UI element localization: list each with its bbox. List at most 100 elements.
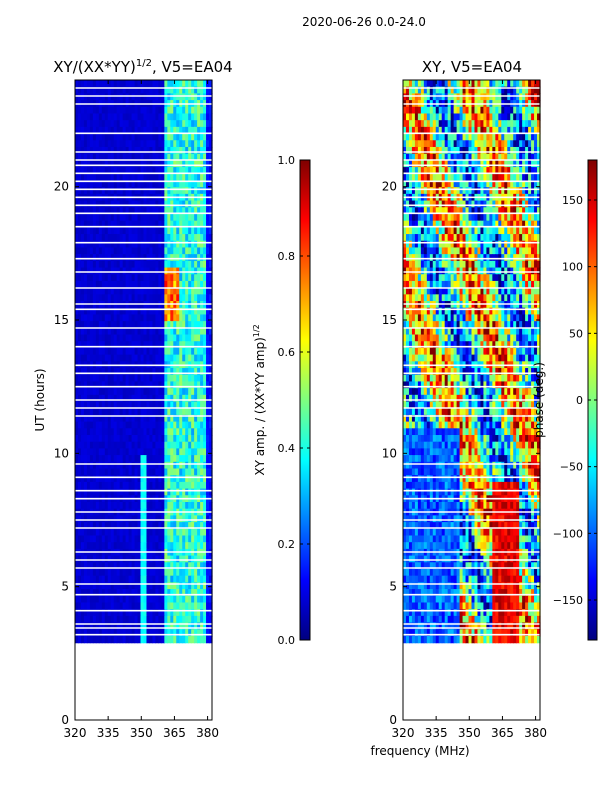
amp-heatmap-cell [104,347,109,356]
phase-heatmap-cell [492,220,496,228]
amp-heatmap-cell [80,488,85,496]
amp-heatmap-cell [188,368,192,376]
amp-heatmap-cell [83,522,88,530]
phase-heatmap-cell [471,133,476,141]
amp-heatmap-cell [200,568,204,577]
phase-heatmap-cell [522,86,526,94]
amp-heatmap-cell [143,408,148,416]
amp-heatmap-cell [179,461,183,470]
amp-heatmap-cell [137,260,142,269]
phase-heatmap-cell [420,106,425,115]
amp-heatmap-cell [149,213,154,222]
amp-heatmap-cell [101,488,106,496]
amp-heatmap-cell [155,213,159,222]
amp-heatmap-cell [131,635,136,644]
amp-heatmap-cell [206,254,210,262]
amp-heatmap-cell [122,287,127,295]
amp-heatmap-cell [209,622,213,630]
amp-heatmap-cell [176,160,180,168]
amp-heatmap-cell [173,595,177,604]
amp-heatmap-cell [77,240,82,249]
amp-heatmap-cell [107,140,112,148]
amp-heatmap-cell [116,321,121,329]
phase-heatmap-cell [510,86,514,94]
amp-heatmap-cell [75,327,79,336]
amp-heatmap-cell [140,93,145,101]
phase-heatmap-cell [405,86,410,94]
amp-heatmap-cell [149,488,154,496]
amp-heatmap-cell [155,535,159,543]
amp-heatmap-cell [131,542,136,550]
amp-heatmap-cell [194,173,198,182]
amp-heatmap-cell [83,595,88,604]
amp-heatmap-cell [116,120,121,128]
amp-heatmap-cell [206,408,210,416]
amp-heatmap-cell [86,481,91,490]
amp-heatmap-cell [194,475,198,483]
amp-heatmap-cell [131,207,136,215]
amp-heatmap-cell [119,200,124,208]
amp-heatmap-cell [104,173,109,182]
amp-heatmap-cell [128,93,133,101]
amp-heatmap-cell [182,220,186,228]
phase-heatmap-cell [513,200,517,208]
amp-heatmap-cell [122,502,127,510]
amp-heatmap-cell [191,341,195,349]
amp-heatmap-cell [134,488,139,496]
amp-heatmap-cell [185,187,189,195]
amp-heatmap-cell [107,542,112,550]
amp-heatmap-cell [140,106,145,115]
amp-heatmap-cell [179,455,183,463]
phase-heatmap-cell [480,93,485,101]
amp-heatmap-cell [152,421,157,429]
amp-heatmap-cell [164,522,168,530]
phase-heatmap-cell [414,86,419,94]
amp-heatmap-cell [191,401,195,409]
amp-heatmap-cell [77,207,82,215]
amp-heatmap-cell [98,448,103,456]
amp-heatmap-cell [143,381,148,389]
amp-heatmap-cell [110,435,115,443]
amp-heatmap-cell [158,160,162,168]
amp-heatmap-cell [155,254,159,262]
amp-heatmap-cell [206,428,210,436]
amp-heatmap-cell [200,106,204,115]
amp-heatmap-cell [182,475,186,483]
amp-heatmap-cell [137,388,142,396]
amp-heatmap-cell [188,140,192,148]
amp-heatmap-cell [176,86,180,94]
phase-heatmap-cell [408,220,413,228]
amp-heatmap-cell [89,260,94,269]
amp-heatmap-cell [137,441,142,450]
amp-heatmap-cell [116,589,121,597]
amp-heatmap-cell [89,86,94,94]
amp-heatmap-cell [155,388,159,396]
amp-heatmap-cell [152,140,157,148]
phase-heatmap-cell [537,153,541,161]
amp-heatmap-cell [188,334,192,342]
amp-heatmap-cell [140,595,145,604]
amp-heatmap-cell [182,374,186,383]
amp-heatmap-cell [155,347,159,356]
amp-heatmap-cell [86,568,91,577]
amp-heatmap-cell [203,622,207,630]
amp-heatmap-cell [122,341,127,349]
amp-heatmap-cell [75,635,79,644]
phase-heatmap-cell [417,140,422,148]
amp-heatmap-cell [173,542,177,550]
amp-heatmap-cell [170,388,174,396]
amp-heatmap-cell [161,448,165,456]
phase-heatmap-cell [447,113,452,121]
amp-heatmap-cell [128,622,133,630]
amp-heatmap-cell [77,254,82,262]
amp-heatmap-cell [146,234,151,242]
amp-heatmap-cell [203,535,207,543]
amp-heatmap-cell [80,153,85,161]
amp-heatmap-cell [206,455,210,463]
amp-heatmap-cell [173,562,177,570]
amp-heatmap-cell [188,542,192,550]
amp-heatmap-cell [92,334,97,342]
phase-heatmap-cell [456,220,461,228]
amp-heatmap-cell [206,488,210,496]
amp-heatmap-cell [197,227,201,235]
